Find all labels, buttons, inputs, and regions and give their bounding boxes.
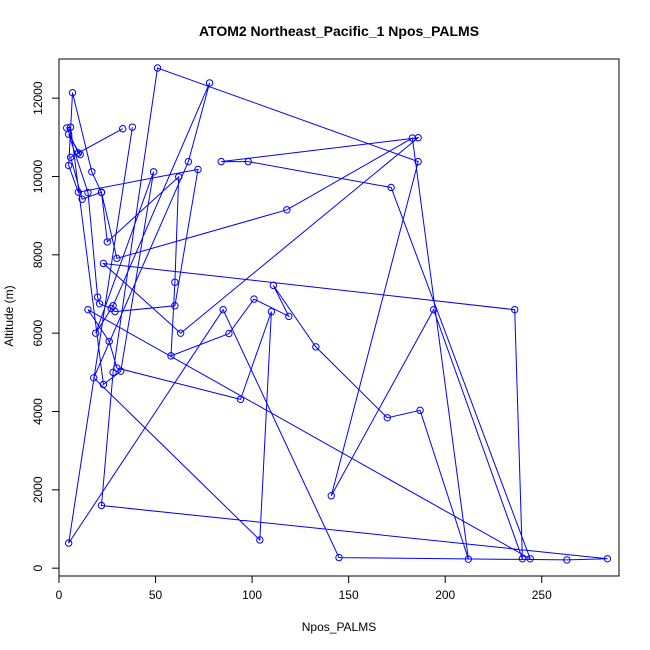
x-tick-label: 100 (242, 588, 262, 602)
chart-title: ATOM2 Northeast_Pacific_1 Npos_PALMS (199, 23, 479, 39)
data-point (93, 293, 102, 301)
data-point (236, 395, 245, 404)
data-point (103, 238, 111, 246)
data-point (416, 406, 424, 415)
data-point (283, 206, 291, 214)
data-point (74, 149, 83, 157)
x-tick-label: 150 (339, 588, 359, 602)
data-point (113, 364, 121, 372)
data-point (153, 64, 162, 72)
data-point (84, 305, 92, 314)
data-point (184, 157, 193, 166)
data-point (105, 337, 113, 346)
data-point (76, 150, 84, 159)
data-point (63, 124, 71, 132)
y-tick-label: 8000 (31, 241, 45, 268)
data-point (97, 501, 106, 510)
data-point (64, 539, 73, 547)
data-point (408, 134, 417, 142)
y-tick-label: 10000 (31, 159, 45, 193)
data-point (176, 329, 185, 337)
x-axis-label: Npos_PALMS (302, 620, 376, 634)
data-point (335, 553, 343, 562)
data-point (109, 302, 117, 310)
data-point (518, 555, 527, 563)
data-point (267, 307, 276, 316)
x-axis: 0 50 100 150 200 250 (56, 575, 552, 602)
data-point (526, 555, 534, 563)
y-tick-label: 2000 (31, 476, 45, 503)
data-point (171, 302, 179, 310)
data-point (175, 173, 183, 181)
data-point (383, 414, 391, 422)
series-line (65, 67, 608, 561)
data-point (244, 157, 252, 166)
y-tick-label: 12000 (31, 81, 45, 115)
y-tick-label: 0 (31, 565, 45, 572)
data-point (603, 555, 612, 563)
x-tick-label: 250 (532, 588, 552, 602)
data-point (312, 343, 320, 351)
data-point (113, 254, 121, 263)
data-point (66, 123, 75, 131)
plot-box (58, 58, 620, 577)
data-point (84, 188, 92, 197)
data-point (74, 188, 83, 196)
data-point (66, 153, 75, 162)
data-point (217, 157, 225, 166)
y-axis: 0 2000 4000 6000 8000 10000 12000 (31, 81, 60, 572)
data-point (99, 259, 108, 268)
data-point (97, 188, 106, 196)
data-point (563, 556, 571, 564)
data-point (167, 352, 175, 360)
data-point (78, 195, 86, 203)
x-tick-label: 200 (435, 588, 455, 602)
data-point (285, 312, 293, 321)
data-point (205, 79, 214, 87)
y-axis-label: Altitude (m) (2, 285, 16, 346)
data-point (269, 281, 278, 290)
data-point (128, 123, 137, 131)
data-point (250, 295, 258, 303)
data-point (429, 305, 438, 314)
data-point (95, 300, 104, 308)
data-point (225, 329, 233, 338)
data-point (387, 183, 395, 192)
y-tick-label: 6000 (31, 319, 45, 346)
x-tick-label: 50 (149, 588, 163, 602)
x-tick-label: 0 (56, 588, 63, 602)
data-point (256, 536, 264, 544)
data-point (414, 134, 422, 142)
data-point (149, 168, 158, 176)
data-point (88, 168, 96, 176)
data-point (511, 305, 519, 314)
data-point (194, 165, 202, 174)
y-tick-label: 4000 (31, 398, 45, 425)
data-point (171, 278, 179, 286)
data-point (68, 88, 77, 97)
data-point (414, 157, 422, 166)
series-layer (63, 64, 612, 564)
data-point (64, 161, 73, 170)
data-point (99, 380, 108, 389)
data-point (91, 329, 100, 337)
data-point (119, 125, 127, 133)
data-point (219, 305, 227, 314)
data-point (109, 368, 117, 377)
data-point (327, 492, 335, 500)
data-point (464, 555, 473, 563)
data-point (90, 374, 98, 382)
